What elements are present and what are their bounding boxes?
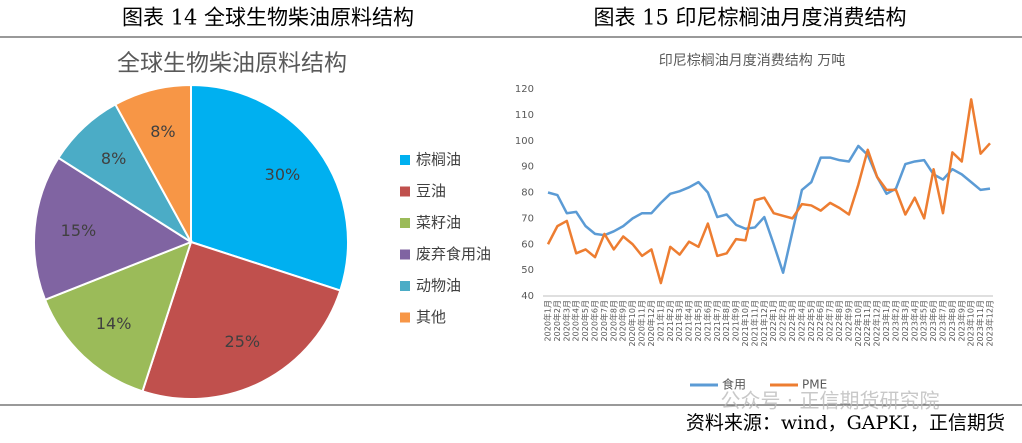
y-tick-label: 70 (521, 213, 534, 224)
x-tick-label: 2023年11月 (975, 300, 985, 347)
legend-label: 动物油 (416, 277, 461, 295)
y-tick-label: 120 (515, 84, 534, 95)
x-tick-label: 2020年3月 (561, 300, 571, 341)
x-tick-label: 2021年6月 (702, 300, 712, 341)
x-tick-label: 2020年1月 (543, 300, 553, 341)
legend-swatch (400, 155, 410, 165)
y-tick-label: 110 (515, 110, 534, 121)
data-label: 30% (265, 165, 301, 184)
legend-swatch (400, 312, 410, 323)
x-tick-label: 2021年11月 (749, 300, 759, 347)
x-tick-label: 2023年4月 (909, 300, 919, 341)
x-tick-label: 2021年8月 (721, 300, 731, 341)
legend-label: 豆油 (416, 182, 446, 200)
x-tick-label: 2023年2月 (890, 300, 900, 341)
x-tick-label: 2023年7月 (937, 300, 947, 341)
x-tick-label: 2020年2月 (552, 300, 562, 341)
legend-label: 废弃食用油 (416, 245, 491, 263)
x-tick-label: 2020年9月 (618, 300, 628, 341)
x-tick-label: 2023年12月 (985, 300, 995, 347)
pie-slice (190, 83, 349, 292)
watermark: 公众号 · 正信期货研究院 (720, 389, 939, 413)
y-tick-label: 80 (521, 188, 534, 199)
x-tick-label: 2022年10月 (853, 300, 863, 347)
data-label: 8% (150, 122, 175, 141)
x-tick-label: 2023年1月 (881, 300, 891, 341)
line-series (546, 98, 991, 285)
pie-slice (33, 156, 194, 302)
x-tick-label: 2021年5月 (693, 300, 703, 341)
x-tick-label: 2020年11月 (637, 300, 647, 347)
x-tick-label: 2022年7月 (825, 300, 835, 341)
x-tick-label: 2023年8月 (947, 300, 957, 341)
y-tick-label: 50 (521, 265, 534, 276)
x-tick-label: 2021年4月 (684, 300, 694, 341)
x-tick-label: 2020年10月 (627, 300, 637, 347)
x-tick-label: 2021年2月 (665, 300, 675, 341)
x-tick-label: 2022年9月 (843, 300, 853, 341)
line-series (547, 144, 991, 274)
x-tick-label: 2023年9月 (956, 300, 966, 341)
y-tick-label: 90 (521, 162, 534, 173)
chart-title: 全球生物柴油原料结构 (117, 51, 347, 77)
x-tick-label: 2022年3月 (787, 300, 797, 341)
data-label: 8% (101, 149, 126, 168)
x-tick-label: 2022年1月 (768, 300, 778, 341)
x-tick-label: 2020年6月 (590, 300, 600, 341)
caption: 图表 15 印尼棕榈油月度消费结构 (593, 6, 906, 30)
x-tick-label: 2020年8月 (608, 300, 618, 341)
x-tick-label: 2021年7月 (712, 300, 722, 341)
legend-swatch (400, 249, 410, 260)
pie-slice (114, 83, 192, 243)
x-tick-label: 2020年12月 (646, 300, 656, 347)
data-label: 14% (96, 314, 132, 333)
x-tick-label: 2020年5月 (580, 300, 590, 341)
x-tick-label: 2022年2月 (778, 300, 788, 341)
x-tick-label: 2023年5月 (919, 300, 929, 341)
data-label: 15% (61, 221, 97, 240)
x-tick-label: 2023年3月 (900, 300, 910, 341)
x-tick-label: 2022年11月 (862, 300, 872, 347)
x-tick-label: 2022年6月 (815, 300, 825, 341)
x-tick-label: 2021年9月 (731, 300, 741, 341)
x-tick-label: 2020年7月 (599, 300, 609, 341)
pie-slice (141, 240, 342, 400)
x-tick-label: 2022年12月 (872, 300, 882, 347)
legend-label: 菜籽油 (416, 214, 461, 232)
legend-swatch (400, 281, 410, 291)
x-tick-label: 2023年10月 (966, 300, 976, 347)
x-tick-label: 2021年10月 (740, 300, 750, 347)
y-tick-label: 100 (515, 136, 534, 147)
legend-label: PME (802, 378, 827, 392)
x-tick-label: 2022年4月 (796, 300, 806, 341)
legend-label: 棕榈油 (416, 151, 461, 169)
x-tick-label: 2020年4月 (571, 300, 581, 341)
legend-label: 其他 (416, 308, 446, 326)
caption: 图表 14 全球生物柴油原料结构 (122, 6, 414, 30)
y-tick-label: 60 (521, 239, 534, 250)
pie-slice (43, 240, 193, 393)
x-tick-label: 2022年5月 (806, 300, 816, 341)
x-tick-label: 2021年12月 (759, 300, 769, 347)
source: 资料来源：wind，GAPKI，正信期货 (686, 412, 1005, 434)
legend-swatch (400, 186, 410, 197)
y-tick-label: 40 (521, 291, 534, 302)
data-label: 25% (225, 332, 261, 351)
x-tick-label: 2023年6月 (928, 300, 938, 341)
x-tick-label: 2021年3月 (674, 300, 684, 341)
x-tick-label: 2021年1月 (655, 300, 665, 341)
legend-swatch (400, 218, 410, 228)
x-tick-label: 2022年8月 (834, 300, 844, 341)
legend-label: 食用 (722, 377, 746, 392)
chart-title: 印尼棕榈油月度消费结构 万吨 (659, 53, 845, 69)
